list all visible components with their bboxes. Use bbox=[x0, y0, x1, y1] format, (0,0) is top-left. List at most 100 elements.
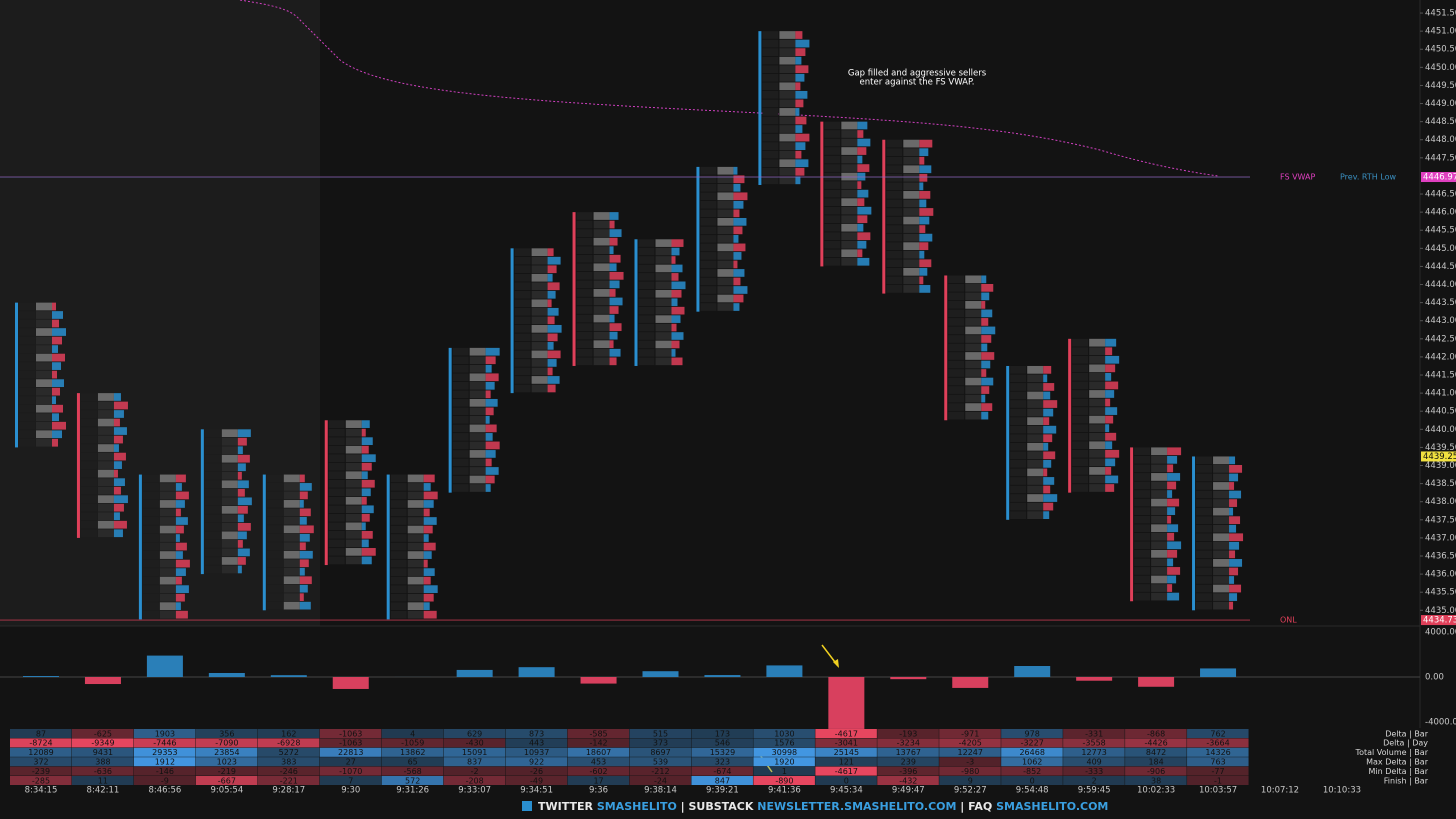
footprint-cell bbox=[452, 381, 469, 390]
profile-bar bbox=[919, 165, 932, 174]
profile-bar bbox=[485, 433, 493, 441]
footprint-column bbox=[948, 275, 996, 420]
table-cell bbox=[319, 729, 382, 738]
footprint-cell bbox=[576, 237, 593, 246]
footprint-cell bbox=[469, 441, 486, 450]
footprint-range bbox=[200, 429, 204, 575]
table-cell bbox=[877, 757, 939, 767]
footprint-cell bbox=[1010, 485, 1027, 494]
profile-bar bbox=[52, 328, 66, 336]
profile-bar bbox=[981, 335, 992, 343]
price-tick-label: 4450.00 bbox=[1425, 63, 1456, 73]
profile-bar bbox=[175, 525, 184, 534]
table-value: -193 bbox=[899, 729, 917, 738]
price-flag-label: 4434.73 bbox=[1423, 616, 1456, 626]
footprint-cell bbox=[1213, 524, 1230, 533]
footprint-cell bbox=[903, 148, 920, 157]
footprint-cell bbox=[762, 39, 779, 48]
footprint-cell bbox=[700, 226, 717, 235]
profile-bar bbox=[981, 326, 996, 335]
table-cell bbox=[319, 776, 382, 785]
table-value: -77 bbox=[1212, 767, 1225, 776]
footprint-cell bbox=[1196, 473, 1213, 482]
profile-bar bbox=[1105, 407, 1118, 415]
footprint-cell bbox=[965, 403, 982, 411]
price-tick-label: 4443.50 bbox=[1425, 298, 1456, 308]
profile-bar bbox=[485, 390, 491, 399]
footprint-cell bbox=[390, 551, 407, 559]
footprint-cell bbox=[204, 565, 221, 574]
footprint-column bbox=[824, 121, 872, 266]
footprint-cell bbox=[390, 474, 407, 483]
profile-bar bbox=[609, 357, 617, 366]
price-tick-label: 4440.00 bbox=[1425, 425, 1456, 435]
footprint-cell bbox=[841, 215, 858, 224]
table-cell bbox=[381, 747, 444, 757]
table-value: -1059 bbox=[401, 739, 424, 748]
profile-bar bbox=[485, 356, 496, 365]
footer-part: SUBSTACK bbox=[688, 800, 757, 813]
profile-bar bbox=[609, 314, 615, 323]
footprint-cell bbox=[903, 276, 920, 285]
footprint-cell bbox=[221, 488, 238, 497]
footprint-cell bbox=[762, 125, 779, 133]
footprint-cell bbox=[328, 471, 345, 480]
footprint-cell bbox=[948, 386, 965, 394]
table-cell bbox=[567, 757, 630, 767]
table-cell bbox=[1063, 757, 1125, 767]
table-cell bbox=[753, 738, 815, 748]
price-tick-label: 4436.50 bbox=[1425, 552, 1456, 562]
footprint-cell bbox=[965, 343, 982, 352]
profile-bar bbox=[733, 226, 743, 235]
footprint-cell bbox=[1196, 584, 1213, 593]
footprint-cell bbox=[717, 243, 734, 252]
profile-bar bbox=[423, 602, 430, 611]
footprint-cell bbox=[1213, 465, 1230, 473]
footprint-cell bbox=[328, 522, 345, 531]
footprint-cell bbox=[638, 247, 655, 256]
table-value: 121 bbox=[839, 758, 854, 767]
footprint-cell bbox=[1089, 373, 1106, 381]
footprint-cell bbox=[1213, 456, 1230, 465]
footprint-cell bbox=[80, 452, 97, 461]
profile-bar bbox=[547, 333, 558, 342]
footprint-cell bbox=[638, 340, 655, 349]
footprint-cell bbox=[328, 539, 345, 548]
profile-bar bbox=[857, 215, 868, 224]
table-value: -667 bbox=[218, 776, 236, 785]
table-cell bbox=[195, 776, 258, 785]
profile-bar bbox=[795, 142, 806, 150]
footprint-cell bbox=[390, 602, 407, 611]
price-flag bbox=[1421, 172, 1456, 183]
delta-bar bbox=[208, 672, 245, 677]
price-tick-label: 4449.50 bbox=[1425, 81, 1456, 91]
footprint-cell bbox=[903, 267, 920, 276]
time-label: 9:05:54 bbox=[210, 786, 243, 796]
table-value: 30998 bbox=[772, 748, 797, 757]
footprint-cell bbox=[1151, 498, 1168, 507]
footprint-cell bbox=[1213, 516, 1230, 525]
profile-bar bbox=[299, 567, 305, 576]
row-label: Finish | Bar bbox=[1384, 776, 1429, 785]
row-label: Delta | Bar bbox=[1385, 729, 1429, 738]
time-label: 10:07:12 bbox=[1261, 786, 1299, 796]
time-label: 9:28:17 bbox=[272, 786, 305, 796]
profile-bar bbox=[113, 495, 128, 504]
delta-bar bbox=[1200, 668, 1237, 677]
time-label: 8:42:11 bbox=[87, 786, 120, 796]
footprint-cell bbox=[576, 271, 593, 280]
footprint-cell bbox=[266, 525, 283, 534]
profile-bar bbox=[609, 340, 614, 349]
profile-bar bbox=[1229, 473, 1239, 482]
table-cell bbox=[10, 766, 72, 776]
profile-bar bbox=[733, 209, 740, 218]
footprint-cell bbox=[593, 263, 610, 272]
profile-bar bbox=[299, 491, 308, 500]
table-value: -333 bbox=[1085, 767, 1103, 776]
footprint-cell bbox=[283, 508, 300, 517]
footprint-cell bbox=[204, 463, 221, 472]
footprint-cell bbox=[345, 548, 362, 556]
profile-bar bbox=[1105, 432, 1117, 441]
table-value: -4617 bbox=[835, 729, 858, 738]
price-tick-label: 4441.50 bbox=[1425, 371, 1456, 381]
